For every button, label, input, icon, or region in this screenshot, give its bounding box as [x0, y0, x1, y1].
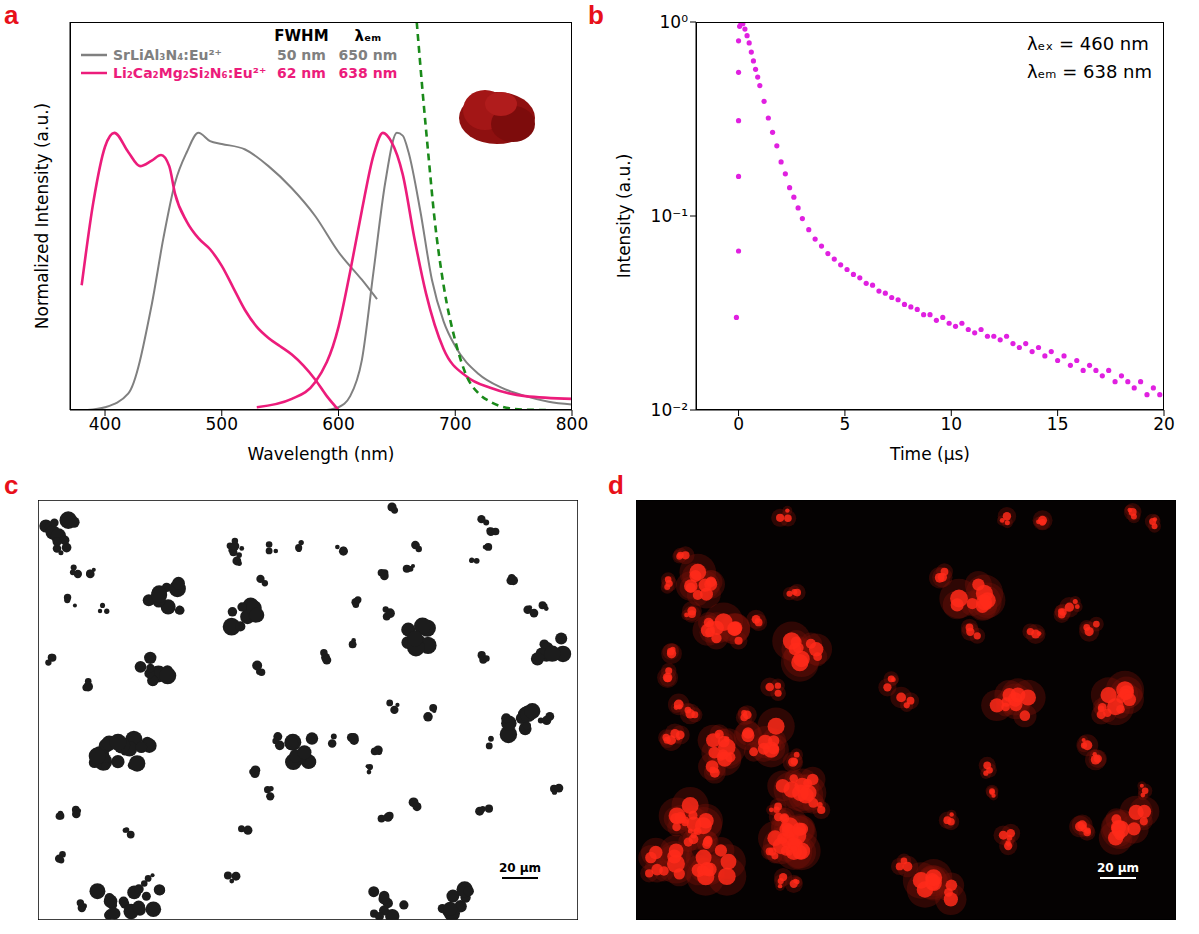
html-text:λₑₓ = 460 nm: λₑₓ = 460 nm [1027, 33, 1149, 54]
html-text:Li₂Ca₂Mg₂Si₂N₆:Eu²⁺: Li₂Ca₂Mg₂Si₂N₆:Eu²⁺ [113, 65, 267, 81]
svg-text:Time (μs): Time (μs) [889, 444, 970, 464]
html-text:a: a [4, 0, 19, 30]
svg-text:20 μm: 20 μm [499, 861, 541, 875]
svg-text:800: 800 [556, 414, 588, 434]
svg-text:Intensity (a.u.): Intensity (a.u.) [614, 154, 634, 279]
html-text:b: b [588, 0, 604, 30]
html-text:SrLiAl₃N₄:Eu²⁺: SrLiAl₃N₄:Eu²⁺ [113, 47, 222, 63]
svg-text:700: 700 [439, 414, 471, 434]
svg-text:0: 0 [733, 414, 744, 434]
html-text:λₑₘ = 638 nm: λₑₘ = 638 nm [1027, 61, 1152, 82]
svg-text:10⁻¹: 10⁻¹ [651, 206, 688, 226]
html-text:650 nm: 650 nm [338, 47, 398, 63]
svg-text:5: 5 [839, 414, 850, 434]
html-text:d: d [608, 470, 624, 500]
svg-text:15: 15 [1047, 414, 1069, 434]
html-text:638 nm: 638 nm [338, 65, 398, 81]
svg-text:Normalized Intensity (a.u.): Normalized Intensity (a.u.) [32, 103, 52, 329]
svg-text:600: 600 [322, 414, 354, 434]
svg-text:400: 400 [89, 414, 121, 434]
svg-text:10: 10 [940, 414, 962, 434]
svg-text:500: 500 [206, 414, 238, 434]
html-text:λₑₘ: λₑₘ [354, 27, 382, 45]
svg-text:10⁻²: 10⁻² [651, 400, 688, 420]
html-text:c: c [4, 470, 19, 500]
svg-text:20: 20 [1153, 414, 1175, 434]
svg-text:20 μm: 20 μm [1097, 861, 1139, 875]
svg-text:Wavelength (nm): Wavelength (nm) [248, 444, 395, 464]
html-text:62 nm: 62 nm [277, 65, 326, 81]
html-text:FWHM: FWHM [274, 27, 329, 45]
svg-text:10⁰: 10⁰ [660, 12, 689, 32]
html-text:50 nm: 50 nm [277, 47, 326, 63]
